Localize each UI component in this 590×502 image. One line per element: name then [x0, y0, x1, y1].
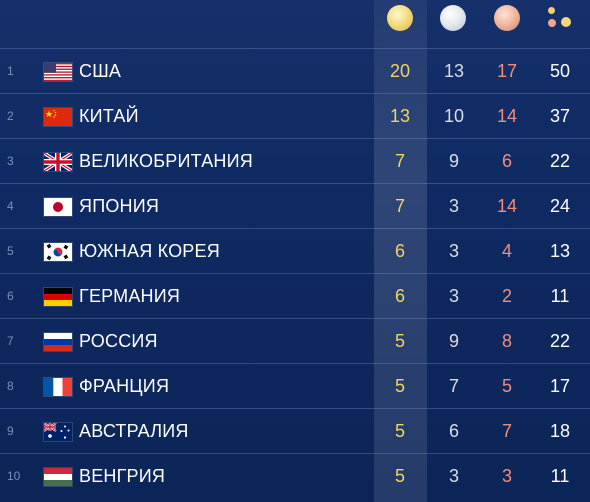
- rank: 8: [7, 379, 14, 393]
- bronze-count: 3: [501, 466, 512, 486]
- flag-japan-icon: [44, 198, 72, 216]
- silver-count: 9: [448, 331, 459, 351]
- flag-australia-icon: [44, 423, 72, 441]
- gold-column-highlight: [374, 0, 427, 502]
- total-count: 50: [549, 61, 571, 81]
- total-count: 18: [549, 421, 571, 441]
- table-row[interactable]: 8 ФРАНЦИЯ 5 7 5 17: [0, 363, 590, 409]
- table-row[interactable]: 5 ЮЖНАЯ КОРЕЯ 6 3 4 13: [0, 228, 590, 274]
- rank: 7: [7, 334, 14, 348]
- silver-count: 10: [443, 106, 465, 126]
- rank: 10: [7, 469, 21, 483]
- table-row[interactable]: 3 ВЕЛИКОБРИТАНИЯ 7 9 6 22: [0, 138, 590, 184]
- country-name: ГЕРМАНИЯ: [79, 286, 181, 306]
- total-count: 37: [549, 106, 571, 126]
- gold-count: 5: [394, 331, 405, 351]
- total-count: 24: [549, 196, 571, 216]
- bronze-count: 17: [496, 61, 518, 81]
- rank: 6: [7, 289, 14, 303]
- flag-russia-icon: [44, 333, 72, 351]
- silver-count: 13: [443, 61, 465, 81]
- bronze-count: 4: [501, 241, 512, 261]
- total-count: 11: [550, 286, 570, 306]
- total-count: 22: [549, 331, 571, 351]
- gold-count: 5: [394, 421, 405, 441]
- bronze-count: 2: [501, 286, 512, 306]
- bronze-count: 8: [501, 331, 512, 351]
- gold-count: 5: [394, 466, 405, 486]
- table-row[interactable]: 2 КИТАЙ 13 10 14 37: [0, 93, 590, 139]
- country-name: ЮЖНАЯ КОРЕЯ: [79, 241, 220, 261]
- bronze-count: 7: [501, 421, 512, 441]
- country-name: ВЕЛИКОБРИТАНИЯ: [79, 151, 253, 171]
- flag-usa-icon: [44, 63, 72, 81]
- country-name: ФРАНЦИЯ: [79, 376, 170, 396]
- flag-south-korea-icon: [44, 243, 72, 261]
- rank: 9: [7, 424, 14, 438]
- bronze-count: 14: [496, 196, 518, 216]
- flag-germany-icon: [44, 288, 72, 306]
- silver-count: 3: [448, 196, 459, 216]
- flag-hungary-icon: [44, 468, 72, 486]
- rank: 4: [7, 199, 14, 213]
- bronze-count: 6: [501, 151, 512, 171]
- table-row[interactable]: 1 США 20 13 17 50: [0, 48, 590, 94]
- medals-total-icon[interactable]: [545, 5, 575, 31]
- rank: 3: [7, 154, 14, 168]
- table-row[interactable]: 10 ВЕНГРИЯ 5 3 3 11: [0, 453, 590, 499]
- gold-count: 7: [394, 151, 405, 171]
- silver-count: 9: [448, 151, 459, 171]
- bronze-medal-icon[interactable]: [494, 5, 520, 31]
- flag-uk-icon: [44, 153, 72, 171]
- gold-count: 5: [394, 376, 405, 396]
- rank: 5: [7, 244, 14, 258]
- medal-table-header: [0, 0, 590, 48]
- gold-medal-icon[interactable]: [387, 5, 413, 31]
- total-count: 17: [549, 376, 571, 396]
- gold-count: 7: [394, 196, 405, 216]
- flag-china-icon: [44, 108, 72, 126]
- total-count: 13: [549, 241, 571, 261]
- flag-france-icon: [44, 378, 72, 396]
- gold-count: 20: [389, 61, 411, 81]
- gold-count: 6: [394, 286, 405, 306]
- silver-count: 3: [448, 241, 459, 261]
- total-count: 11: [550, 466, 570, 486]
- silver-count: 3: [448, 286, 459, 306]
- country-name: ВЕНГРИЯ: [79, 466, 166, 486]
- country-name: ЯПОНИЯ: [79, 196, 160, 216]
- silver-count: 3: [448, 466, 459, 486]
- rank: 1: [7, 64, 14, 78]
- country-name: РОССИЯ: [79, 331, 158, 351]
- table-row[interactable]: 4 ЯПОНИЯ 7 3 14 24: [0, 183, 590, 229]
- total-count: 22: [549, 151, 571, 171]
- bronze-count: 14: [496, 106, 518, 126]
- silver-medal-icon[interactable]: [440, 5, 466, 31]
- table-row[interactable]: 7 РОССИЯ 5 9 8 22: [0, 318, 590, 364]
- country-name: США: [79, 61, 122, 81]
- silver-count: 6: [448, 421, 459, 441]
- bronze-count: 5: [501, 376, 512, 396]
- country-name: КИТАЙ: [79, 106, 139, 126]
- table-row[interactable]: 9 АВСТРАЛИЯ 5 6 7 18: [0, 408, 590, 454]
- country-name: АВСТРАЛИЯ: [79, 421, 189, 441]
- silver-count: 7: [448, 376, 459, 396]
- table-row[interactable]: 6 ГЕРМАНИЯ 6 3 2 11: [0, 273, 590, 319]
- gold-count: 6: [394, 241, 405, 261]
- rank: 2: [7, 109, 14, 123]
- gold-count: 13: [389, 106, 411, 126]
